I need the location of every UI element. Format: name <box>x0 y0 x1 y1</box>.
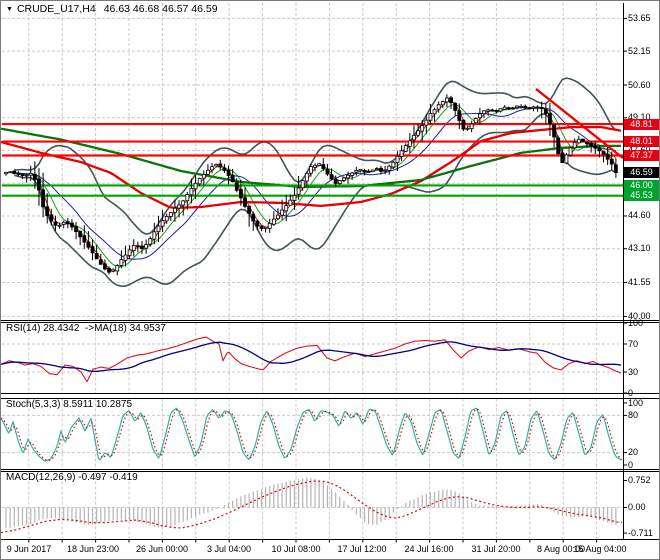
collapse-arrow-icon[interactable]: ▼ <box>6 6 13 13</box>
price-badge-45.53: 45.53 <box>624 190 659 202</box>
panel-borders <box>1 3 659 543</box>
grid-lines <box>2 3 623 539</box>
ma-red-line <box>1 125 622 209</box>
axis-tick-label: 80 <box>628 409 639 420</box>
axis-tick-label: 43.10 <box>628 243 651 254</box>
time-label: 9 Jun 2017 <box>6 544 52 554</box>
time-label: 26 Jun 00:00 <box>135 544 189 554</box>
time-label: 8 Aug 00:00 <box>536 544 586 554</box>
axis-tick-label: 53.65 <box>628 12 651 23</box>
price-badge-47.37: 47.37 <box>624 150 659 161</box>
axis-tick-label: 52.15 <box>628 45 651 56</box>
price-badge-46.59: 46.59 <box>624 167 659 179</box>
axis-tick-label: 0.752 <box>628 474 651 485</box>
axis-tick-label: 41.55 <box>628 277 651 288</box>
price-badge-48.01: 48.01 <box>624 136 659 148</box>
rsi-indicator-label: RSI(14) 28.4342 ->MA(18) 34.9537 <box>6 323 166 334</box>
axis-tick-label: 49.10 <box>628 112 651 123</box>
axis-tick-label: 44.60 <box>628 210 651 221</box>
stochastic-plot <box>1 407 623 462</box>
macd-indicator-label: MACD(12,26,9) -0.497 -0.419 <box>6 472 138 483</box>
stochastic-indicator-label: Stoch(5,3,3) 8.5911 10.2875 <box>6 399 133 410</box>
symbol-label: CRUDE_U17,H4 <box>16 3 96 15</box>
time-label: 10 Jul 08:00 <box>271 544 321 554</box>
candlesticks <box>4 94 618 276</box>
support-resistance-lines <box>2 122 623 197</box>
time-label: 3 Jul 04:00 <box>206 544 252 554</box>
axis-tick-label: 40.00 <box>628 310 651 321</box>
time-label: 18 Jun 23:00 <box>66 544 120 554</box>
axis-tick-label: 0 <box>628 387 634 398</box>
axis-tick-label: 100 <box>628 317 644 328</box>
rsi-plot <box>1 336 622 383</box>
axis-tick-label: 20 <box>628 447 639 458</box>
time-label: 15 Aug 04:00 <box>573 544 627 554</box>
ma-green-line <box>1 127 621 189</box>
trendline <box>535 88 624 160</box>
ohlc-label: 46.63 46.68 46.57 46.59 <box>103 3 218 15</box>
axis-tick-label: -0.711 <box>628 527 653 538</box>
axis-tick-label: 100 <box>628 397 644 408</box>
macd-plot <box>1 477 623 534</box>
axis-tick-label: 0.00 <box>628 502 646 512</box>
axis-tick-label: 30 <box>628 366 639 377</box>
axis-tick-label: 70 <box>628 338 639 349</box>
chart-title: ▼ CRUDE_U17,H4 46.63 46.68 46.57 46.59 <box>6 3 218 15</box>
price-badge-48.81: 48.81 <box>624 118 659 130</box>
time-label: 31 Jul 20:00 <box>471 544 521 554</box>
time-label: 24 Jul 16:00 <box>404 544 454 554</box>
price-badge-46.00: 46.00 <box>624 179 659 191</box>
axis-tick-label: 50.60 <box>628 79 651 90</box>
time-label: 17 Jul 12:00 <box>337 544 387 554</box>
axis-tick-label: 47.60 <box>628 145 651 155</box>
fast-moving-averages <box>10 100 617 271</box>
axis-tick-label: 0 <box>628 459 634 470</box>
